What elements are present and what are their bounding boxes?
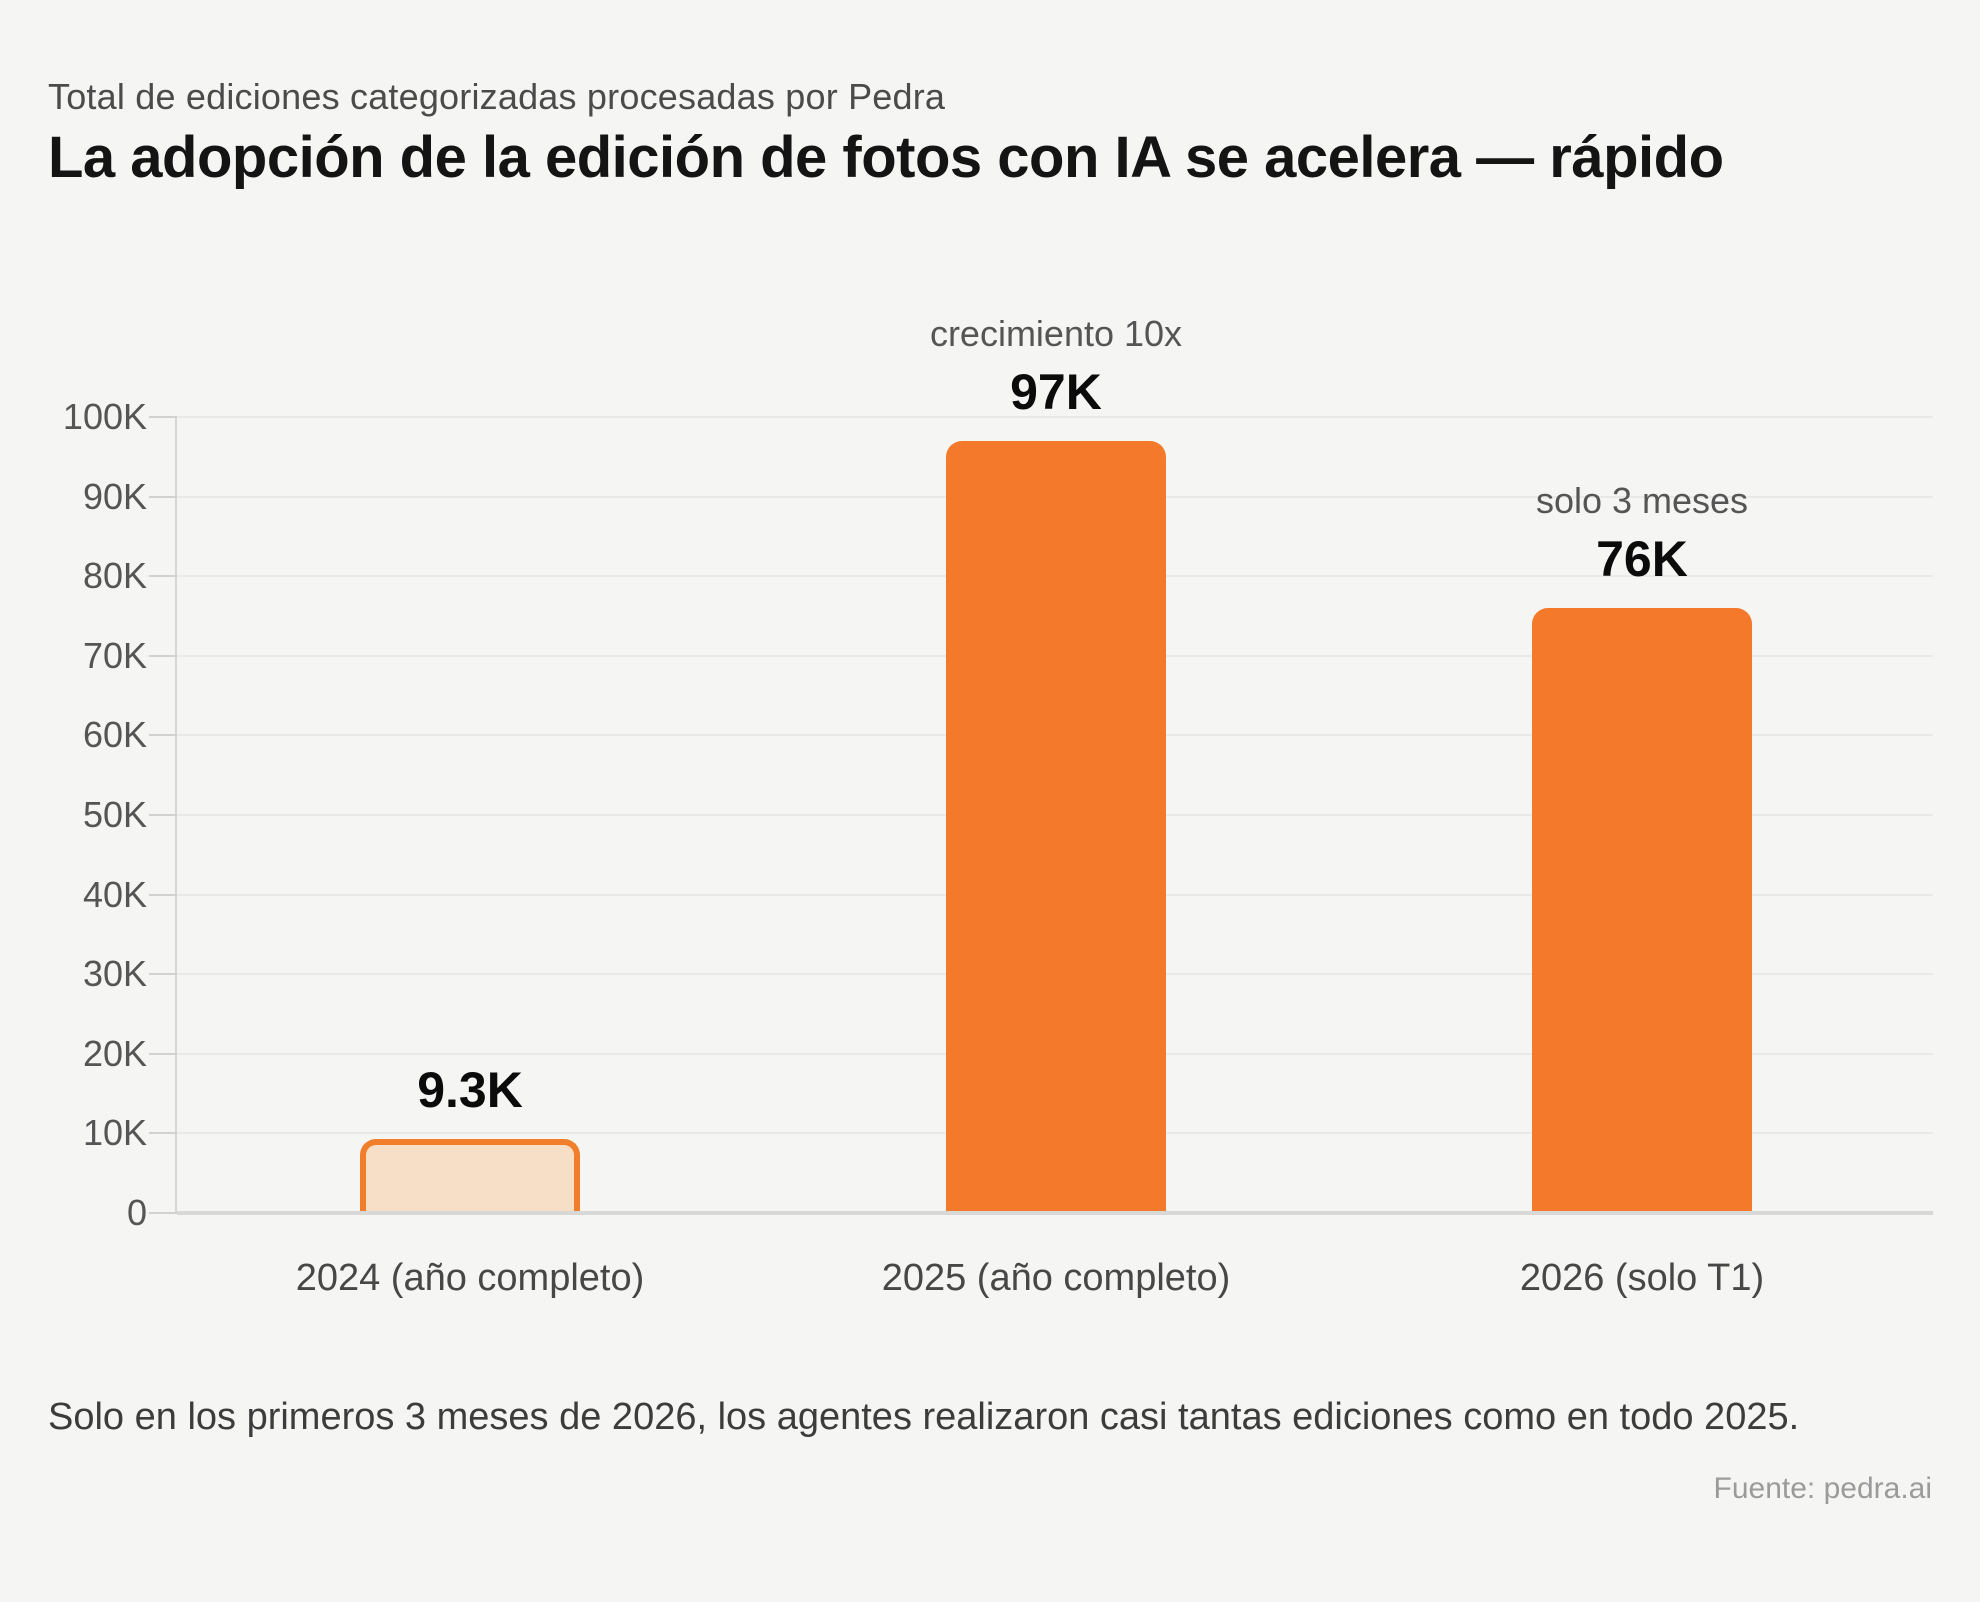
bar-annotation: solo 3 meses bbox=[1535, 480, 1749, 521]
y-axis-label-50K: 50K bbox=[82, 794, 147, 835]
y-axis-label-80K: 80K bbox=[82, 555, 147, 596]
y-axis-tick-60K bbox=[149, 734, 177, 736]
y-axis-label-70K: 70K bbox=[82, 635, 147, 676]
y-axis-label-40K: 40K bbox=[82, 874, 147, 915]
bar-2024 bbox=[360, 1139, 580, 1213]
bar-value-label: 76K bbox=[1596, 531, 1688, 587]
y-axis-tick-30K bbox=[149, 973, 177, 975]
y-axis-label-0: 0 bbox=[126, 1192, 147, 1233]
y-axis-label-10K: 10K bbox=[82, 1112, 147, 1153]
bar-value-label: 97K bbox=[1010, 364, 1102, 420]
y-axis-label-100K: 100K bbox=[62, 396, 147, 437]
y-axis-tick-80K bbox=[149, 575, 177, 577]
y-axis-tick-50K bbox=[149, 814, 177, 816]
y-axis-tick-100K bbox=[149, 416, 177, 418]
y-axis-label-30K: 30K bbox=[82, 953, 147, 994]
x-axis-label-2024: 2024 (año completo) bbox=[295, 1257, 645, 1299]
bar-value-label: 9.3K bbox=[417, 1062, 523, 1118]
y-axis-label-90K: 90K bbox=[82, 476, 147, 517]
y-axis-tick-90K bbox=[149, 496, 177, 498]
y-axis-label-60K: 60K bbox=[82, 714, 147, 755]
y-axis-tick-10K bbox=[149, 1132, 177, 1134]
bar-label-group-2024: 9.3K bbox=[210, 1061, 730, 1119]
y-axis-tick-40K bbox=[149, 894, 177, 896]
y-axis-label-20K: 20K bbox=[82, 1033, 147, 1074]
bar-2026 bbox=[1532, 608, 1752, 1213]
chart-title: La adopción de la edición de fotos con I… bbox=[48, 125, 1724, 190]
x-axis-label-2026: 2026 (solo T1) bbox=[1519, 1257, 1765, 1299]
bar-chart-plot: 0 10K 20K 30K 40K 50K 60K 70K 80K 90K 100K 9.3K 2024… bbox=[63, 313, 1933, 1299]
bar-label-group-2025: crecimiento 10x 97K bbox=[796, 313, 1316, 421]
footer-note: Solo en los primeros 3 meses de 2026, lo… bbox=[48, 1396, 1800, 1438]
bar-label-group-2026: solo 3 meses 76K bbox=[1382, 480, 1902, 588]
x-axis-label-2025: 2025 (año completo) bbox=[881, 1257, 1231, 1299]
chart-subtitle: Total de ediciones categorizadas procesa… bbox=[48, 76, 946, 117]
y-axis-tick-70K bbox=[149, 655, 177, 657]
gridline-100K bbox=[177, 416, 1933, 418]
source-credit: Fuente: pedra.ai bbox=[1713, 1472, 1932, 1505]
x-axis-baseline bbox=[177, 1211, 1933, 1215]
bar-annotation: crecimiento 10x bbox=[929, 313, 1183, 354]
bar-2025 bbox=[946, 441, 1166, 1213]
y-axis-tick-20K bbox=[149, 1053, 177, 1055]
y-axis-tick-0 bbox=[149, 1212, 177, 1214]
